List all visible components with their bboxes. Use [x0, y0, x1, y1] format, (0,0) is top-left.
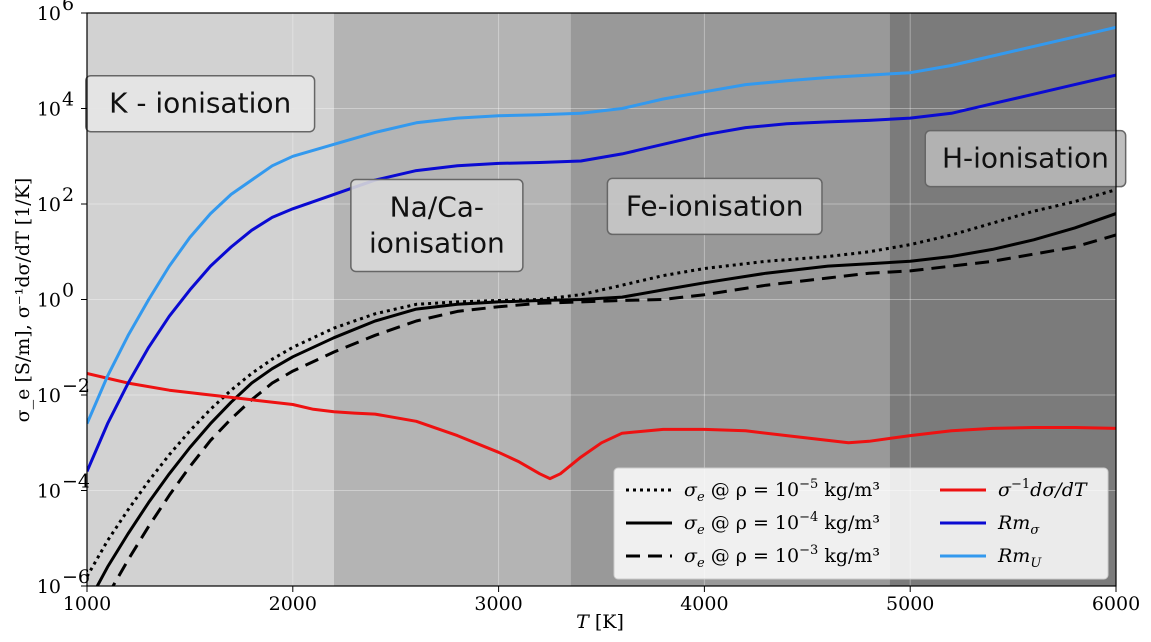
region-label-box	[924, 129, 1127, 188]
series-line-1	[95, 212, 1116, 586]
legend-entry-1: σe​ @ ρ = 10−4​ kg/m³	[626, 510, 880, 538]
legend-label: Rmσ​	[997, 512, 1040, 538]
x-tick-label-2: 3000	[474, 593, 522, 615]
series-line-0	[87, 188, 1116, 578]
region-label-text: ionisation	[369, 226, 505, 259]
region-label-text: H-ionisation	[942, 142, 1109, 175]
legend-label: σe​ @ ρ = 10−5​ kg/m³	[684, 477, 880, 505]
region-label-text: Na/Ca-	[390, 190, 484, 223]
legend-label: σ−1​dσ/dT	[998, 477, 1088, 501]
y-tick-label-1: 10	[37, 481, 61, 503]
series-lines	[87, 25, 1116, 586]
y-tick-exponent-0: −6	[62, 566, 90, 588]
legend-entry-2: σe​ @ ρ = 10−3​ kg/m³	[626, 543, 880, 571]
region-label-1: Na/Ca-ionisation	[350, 178, 524, 273]
region-label-text: K - ionisation	[109, 87, 291, 120]
y-tick-label-2: 10	[37, 385, 61, 407]
y-tick-exponent-6: 6	[62, 0, 74, 15]
x-tick-label-1: 2000	[269, 593, 317, 615]
series-line-2	[111, 233, 1116, 586]
region-labels: K - ionisation Na/Ca-ionisation Fe-ionisat…	[85, 74, 1127, 273]
y-axis-label: σ_e [S/m], σ⁻¹dσ/dT [1/K]	[12, 178, 34, 423]
legend-entry-3: σ−1​dσ/dT	[940, 477, 1088, 501]
series-line-4	[87, 73, 1116, 472]
y-tick-exponent-3: 0	[62, 280, 74, 302]
region-label-box	[85, 74, 316, 133]
y-tick-label-4: 10	[37, 194, 61, 216]
x-tick-label-3: 4000	[680, 593, 728, 615]
x-axis-label: T [K]	[576, 611, 624, 633]
y-tick-label-6: 10	[37, 3, 61, 25]
legend-entry-5: RmU​	[940, 545, 1042, 571]
y-tick-label-3: 10	[37, 290, 61, 312]
legend-label: σe​ @ ρ = 10−3​ kg/m³	[684, 543, 880, 571]
x-axis-ticks: 1000 2000 3000 4000 5000 6000	[63, 586, 1140, 615]
legend-label: σe​ @ ρ = 10−4​ kg/m³	[684, 510, 880, 538]
x-tick-label-4: 5000	[886, 593, 934, 615]
legend: σe​ @ ρ = 10−5​ kg/m³ σe​ @ ρ = 10−4​ kg/…	[613, 467, 1109, 580]
x-tick-label-5: 6000	[1092, 593, 1140, 615]
region-label-0: K - ionisation	[85, 74, 316, 133]
y-tick-exponent-2: −2	[62, 375, 90, 397]
region-label-3: H-ionisation	[924, 129, 1127, 188]
region-label-box	[606, 177, 823, 236]
y-tick-exponent-5: 4	[62, 89, 74, 111]
region-label-text: Fe-ionisation	[626, 189, 804, 222]
legend-entry-0: σe​ @ ρ = 10−5​ kg/m³	[626, 477, 880, 505]
series-line-3	[87, 372, 1116, 481]
series-line-5	[87, 25, 1116, 425]
x-tick-label-0: 1000	[63, 593, 111, 615]
y-tick-exponent-1: −4	[62, 471, 90, 493]
legend-label: RmU​	[997, 545, 1042, 571]
y-tick-label-5: 10	[37, 99, 61, 121]
y-tick-label-0: 10	[37, 576, 61, 598]
legend-box	[613, 467, 1109, 580]
region-label-box	[350, 178, 524, 273]
region-label-2: Fe-ionisation	[606, 177, 823, 236]
y-tick-exponent-4: 2	[62, 184, 74, 206]
legend-entry-4: Rmσ​	[940, 512, 1040, 538]
